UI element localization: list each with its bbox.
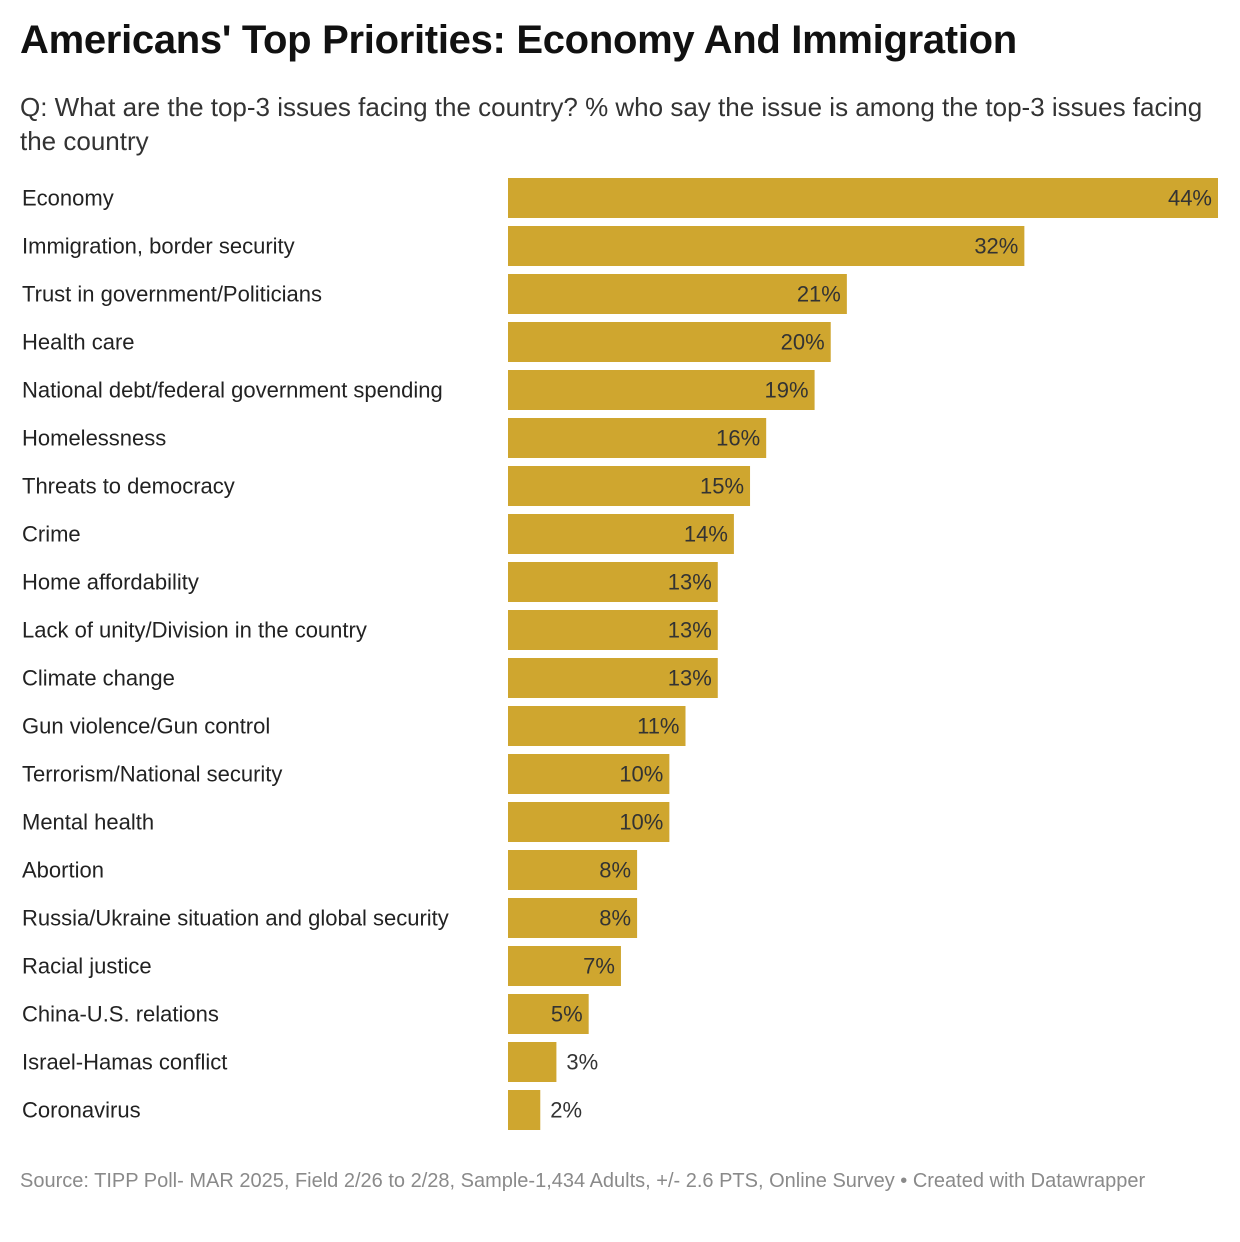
bar-chart: Economy 44% Immigration, border security 32… bbox=[22, 178, 1218, 1130]
value-label: 16% bbox=[716, 426, 760, 451]
value-label: 8% bbox=[599, 858, 631, 883]
bar bbox=[508, 1090, 541, 1130]
chart-subtitle: Q: What are the top-3 issues facing the … bbox=[20, 92, 1203, 156]
bar bbox=[508, 466, 751, 506]
bar bbox=[508, 418, 767, 458]
value-label: 14% bbox=[684, 522, 728, 547]
chart-title: Americans' Top Priorities: Economy And I… bbox=[20, 18, 1017, 62]
source-note: Source: TIPP Poll- MAR 2025, Field 2/26 … bbox=[20, 1170, 1146, 1192]
category-label: Homelessness bbox=[22, 426, 166, 451]
bar bbox=[508, 610, 718, 650]
category-label: Coronavirus bbox=[22, 1098, 141, 1123]
category-label: Threats to democracy bbox=[22, 474, 235, 499]
value-label: 2% bbox=[550, 1098, 582, 1123]
bar bbox=[508, 562, 718, 602]
category-label: Trust in government/Politicians bbox=[22, 282, 322, 307]
bar bbox=[508, 850, 638, 890]
bar bbox=[508, 322, 831, 362]
bar bbox=[508, 514, 734, 554]
bar bbox=[508, 754, 670, 794]
category-label: Racial justice bbox=[22, 954, 152, 979]
category-label: Climate change bbox=[22, 666, 175, 691]
category-label: National debt/federal government spendin… bbox=[22, 378, 443, 403]
category-label: Health care bbox=[22, 330, 135, 355]
value-label: 7% bbox=[583, 954, 615, 979]
category-label: Israel-Hamas conflict bbox=[22, 1050, 227, 1075]
value-label: 11% bbox=[637, 714, 679, 739]
value-label: 10% bbox=[619, 762, 663, 787]
category-label: Mental health bbox=[22, 810, 154, 835]
category-label: Gun violence/Gun control bbox=[22, 714, 270, 739]
bar bbox=[508, 370, 815, 410]
bar bbox=[508, 226, 1025, 266]
value-label: 44% bbox=[1168, 186, 1212, 211]
bar bbox=[508, 802, 670, 842]
value-label: 13% bbox=[668, 666, 712, 691]
value-label: 10% bbox=[619, 810, 663, 835]
category-label: Terrorism/National security bbox=[22, 762, 282, 787]
category-label: Abortion bbox=[22, 858, 104, 883]
value-label: 21% bbox=[797, 282, 841, 307]
value-label: 8% bbox=[599, 906, 631, 931]
bar bbox=[508, 994, 589, 1034]
category-label: Lack of unity/Division in the country bbox=[22, 618, 367, 643]
value-label: 13% bbox=[668, 570, 712, 595]
value-label: 32% bbox=[974, 234, 1018, 259]
category-label: Immigration, border security bbox=[22, 234, 295, 259]
bar bbox=[508, 946, 621, 986]
category-label: China-U.S. relations bbox=[22, 1002, 219, 1027]
category-label: Economy bbox=[22, 186, 114, 211]
category-label: Crime bbox=[22, 522, 81, 547]
bar bbox=[508, 178, 1218, 218]
value-label: 13% bbox=[668, 618, 712, 643]
bar bbox=[508, 1042, 557, 1082]
bar bbox=[508, 274, 847, 314]
bar bbox=[508, 658, 718, 698]
category-label: Home affordability bbox=[22, 570, 199, 595]
category-label: Russia/Ukraine situation and global secu… bbox=[22, 906, 449, 931]
value-label: 3% bbox=[566, 1050, 598, 1075]
value-label: 19% bbox=[765, 378, 809, 403]
value-label: 20% bbox=[781, 330, 825, 355]
bar bbox=[508, 706, 686, 746]
value-label: 5% bbox=[551, 1002, 583, 1027]
value-label: 15% bbox=[700, 474, 744, 499]
bar bbox=[508, 898, 638, 938]
